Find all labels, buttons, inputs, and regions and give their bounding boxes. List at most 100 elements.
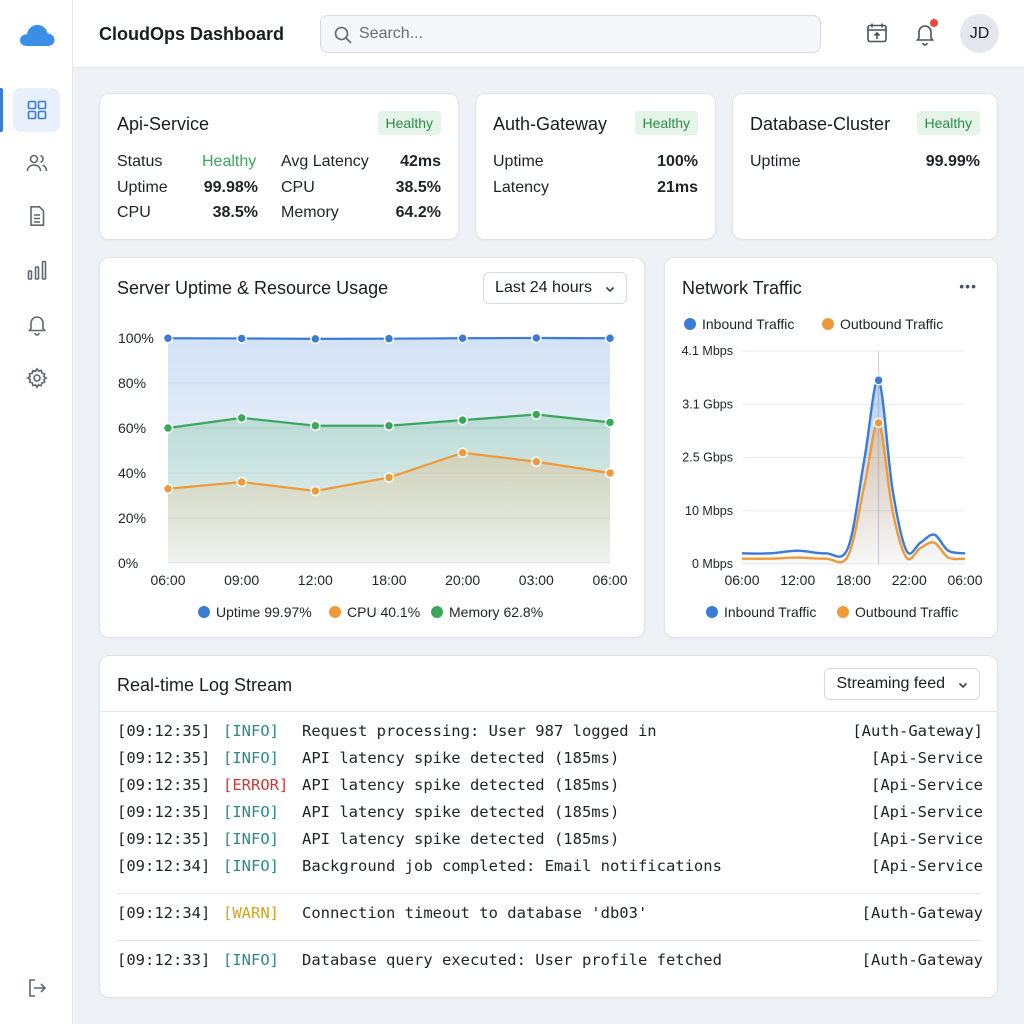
notifications-bell-icon[interactable] [912,20,938,46]
legend-dot [684,318,696,330]
status-badge: Healthy [377,111,441,135]
log-entry[interactable]: [09:12:35] [INFO] API latency spike detect… [117,830,983,852]
sidebar-item-alerts[interactable] [13,302,60,346]
cloud-logo-icon [20,25,55,46]
x-tick-label: 18:00 [836,572,871,588]
metric-value: 21ms [657,179,698,196]
avatar[interactable]: JD [960,14,999,53]
sidebar-item-documents[interactable] [13,194,60,238]
log-level: [INFO] [223,803,279,821]
gear-icon [25,367,48,389]
x-tick-label: 12:00 [780,572,815,588]
y-tick-label: 80% [118,375,146,391]
log-level: [INFO] [223,951,279,969]
sidebar-item-settings[interactable] [13,356,60,400]
metric-value: 64.2% [395,204,441,221]
y-tick-label: 2.5 Gbps [682,451,733,465]
peak-point [873,375,884,386]
document-icon [29,206,44,226]
legend-item-cpu: CPU 40.1% [329,604,420,620]
log-level: [WARN] [223,904,279,922]
legend-label: Outbound Traffic [855,604,959,620]
metric-label: CPU [281,179,315,196]
x-tick-label: 09:00 [224,572,259,588]
x-tick-label: 06:00 [592,572,627,588]
divider [100,711,998,712]
log-timestamp: [09:12:35] [117,776,211,794]
log-entry[interactable]: [09:12:34] [INFO] Background job completed… [117,857,983,879]
log-entry[interactable]: [09:12:35] [INFO] API latency spike detect… [117,749,983,771]
metric-value: 38.5% [395,179,441,196]
time-range-dropdown[interactable]: Last 24 hours [483,272,627,304]
time-range-value: Last 24 hours [495,279,592,296]
logout-button[interactable] [13,966,60,1010]
metric-value: 42ms [400,153,441,170]
y-tick-label: 0% [118,555,138,571]
data-point [457,447,468,458]
panel-title: Network Traffic [682,278,802,298]
log-source: [Api-Service [871,776,983,794]
data-point [383,420,395,431]
x-tick-label: 12:00 [298,572,333,588]
y-tick-label: 60% [118,420,146,436]
log-message: Background job completed: Email notifica… [302,857,722,875]
metric-value: 100% [657,153,698,170]
search-icon [334,26,352,44]
sidebar-item-dashboard[interactable] [13,88,60,132]
metric-label: CPU [117,204,151,221]
x-tick-label: 06:00 [724,572,759,588]
service-card-api-service[interactable]: Api-Service Healthy Status Healthy Avg L… [99,93,459,240]
log-message: Request processing: User 987 logged in [302,722,657,740]
sidebar-item-analytics[interactable] [13,248,60,292]
peak-point [873,417,884,429]
metric-value: 99.98% [203,179,258,196]
log-level: [ERROR] [223,776,289,794]
legend-label: Outbound Traffic [840,316,944,332]
log-timestamp: [09:12:35] [117,830,211,848]
log-timestamp: [09:12:35] [117,722,211,740]
service-card-database-cluster[interactable]: Database-Cluster Healthy Uptime 99.99% [732,93,998,240]
metric-label: Avg Latency [281,153,369,170]
log-message: API latency spike detected (185ms) [302,803,620,821]
app-title: CloudOps Dashboard [99,24,285,44]
service-card-auth-gateway[interactable]: Auth-Gateway Healthy Uptime 100% Latency… [475,93,716,240]
search-bar[interactable] [320,15,821,53]
log-level: [INFO] [223,857,279,875]
data-point [236,333,247,344]
data-point [310,485,321,497]
log-entry[interactable]: [09:12:35] [ERROR] API latency spike detec… [117,776,983,798]
y-tick-label: 20% [118,510,146,526]
legend-dot [822,318,834,330]
sidebar [0,0,73,1024]
log-entry[interactable]: [09:12:35] [INFO] API latency spike detect… [117,803,983,825]
log-filter-dropdown[interactable]: Streaming feed [824,668,980,700]
y-tick-label: 4.1 Mbps [682,344,733,358]
status-badge: Healthy [916,111,980,135]
log-timestamp: [09:12:35] [117,803,211,821]
metric-label: Uptime [117,179,168,196]
metric-label: Status [117,153,163,170]
log-message: API latency spike detected (185ms) [302,830,620,848]
log-entry[interactable]: [09:12:35] [INFO] Request processing: User… [117,722,983,744]
bar-chart-icon [27,260,46,280]
legend-dot [706,606,718,618]
log-level: [INFO] [223,749,279,767]
log-entry[interactable]: [09:12:34] [WARN] Connection timeout to da… [117,904,983,926]
data-point [310,420,321,431]
y-tick-label: 100% [118,330,154,346]
metric-value: 38.5% [212,204,258,221]
data-point [236,412,247,424]
more-options-icon[interactable]: ••• [959,278,977,294]
search-input[interactable] [359,16,809,52]
chevron-down-icon [605,286,615,293]
log-source: [Api-Service [871,749,983,767]
log-entry[interactable]: [09:12:33] [INFO] Database query executed:… [117,951,983,973]
legend-dot [837,606,849,618]
service-name: Database-Cluster [750,114,891,134]
calendar-upload-icon[interactable] [864,20,890,46]
network-chart: 0 Mbps 10 Mbps 2.5 Gbps 3.1 Gbps 4.1 Mbps 06:… [682,344,983,588]
legend-item-memory: Memory 62.8% [431,604,543,620]
sidebar-item-users[interactable] [13,141,60,185]
legend-label: Uptime 99.97% [216,604,312,620]
log-message: API latency spike detected (185ms) [302,776,620,794]
